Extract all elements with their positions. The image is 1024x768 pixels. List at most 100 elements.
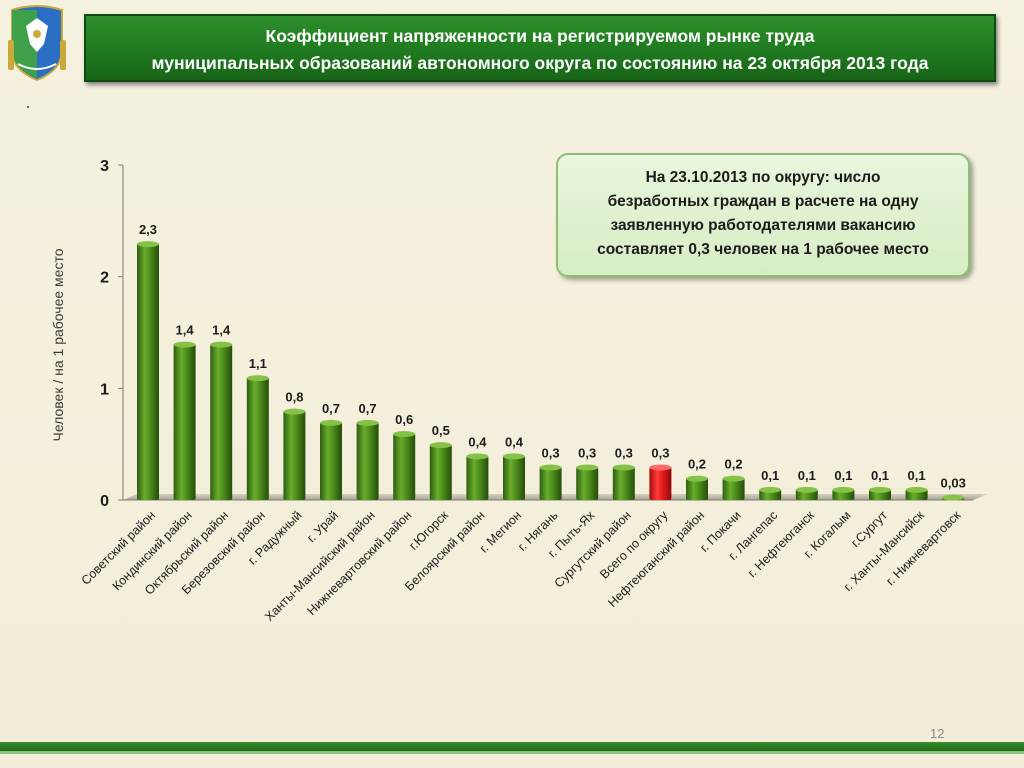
bar-body	[649, 466, 672, 500]
y-tick-label: 0	[100, 493, 109, 510]
bar-body	[686, 477, 708, 500]
value-label: 0,03	[941, 476, 966, 491]
bar-cap	[686, 475, 708, 482]
bar-cap	[649, 464, 672, 471]
bar	[576, 464, 599, 500]
value-label: 0,5	[432, 423, 450, 438]
callout-line-1: На 23.10.2013 по округу: число	[645, 169, 881, 186]
bar-cap	[356, 419, 379, 426]
value-label: 0,1	[871, 468, 889, 483]
bar-cap	[503, 453, 525, 460]
value-label: 0,6	[395, 412, 413, 427]
bar	[942, 494, 965, 501]
y-tick-label: 1	[100, 381, 109, 398]
value-label: 0,3	[651, 446, 669, 461]
value-label: 0,3	[578, 446, 596, 461]
value-label: 0,8	[285, 390, 303, 405]
bar	[649, 464, 672, 500]
value-label: 1,4	[212, 323, 231, 338]
callout-line-2: безработных граждан в расчете на одну	[607, 193, 919, 210]
bar	[539, 464, 562, 500]
bar-body	[576, 466, 599, 500]
bar-cap	[795, 486, 818, 493]
bar-body	[429, 444, 452, 500]
value-label: 0,3	[615, 446, 633, 461]
value-label: 0,1	[798, 468, 816, 483]
bar-cap	[722, 475, 745, 482]
bar-cap	[869, 486, 891, 493]
value-label: 0,2	[688, 457, 706, 472]
callout-line-4: составляет 0,3 человек на 1 рабочее мест…	[597, 241, 929, 258]
decorative-dot	[27, 106, 29, 108]
bar	[722, 475, 745, 500]
value-label: 0,4	[468, 434, 487, 449]
bar	[283, 408, 306, 500]
bar-cap	[320, 419, 342, 426]
bar-body	[356, 421, 379, 500]
bar-body	[137, 243, 159, 500]
bar	[246, 375, 269, 500]
bar-cap	[466, 453, 489, 460]
y-axis-label: Человек / на 1 рабочее место	[50, 248, 66, 441]
y-tick-label: 3	[100, 158, 109, 175]
bar-cap	[429, 442, 452, 449]
value-label: 1,1	[249, 356, 267, 371]
bar-body	[466, 455, 489, 500]
bar-body	[283, 410, 306, 500]
title-line-1: Коэффициент напряженности на регистрируе…	[265, 26, 815, 46]
y-tick-label: 2	[100, 270, 109, 287]
bar-body	[722, 477, 745, 500]
bar-body	[539, 466, 562, 500]
bar	[466, 453, 489, 500]
bar-body	[246, 377, 269, 500]
bar	[869, 486, 891, 500]
bar-cap	[832, 486, 855, 493]
bar-cap	[283, 408, 306, 415]
bar-cap	[210, 341, 233, 348]
bar-cap	[539, 464, 562, 471]
bar-body	[210, 343, 233, 500]
bar-cap	[137, 241, 159, 248]
value-label: 0,1	[908, 468, 926, 483]
value-label: 1,4	[176, 323, 195, 338]
value-label: 0,1	[761, 468, 779, 483]
title-banner: Коэффициент напряженности на регистрируе…	[84, 14, 996, 82]
bar-cap	[759, 486, 782, 493]
bar-body	[320, 421, 342, 500]
summary-callout: На 23.10.2013 по округу: число безработн…	[556, 153, 970, 277]
bar	[210, 341, 233, 500]
title-line-2: муниципальных образований автономного ок…	[151, 53, 929, 73]
bar-body	[173, 343, 196, 500]
bar-cap	[393, 431, 416, 437]
value-label: 0,3	[542, 446, 560, 461]
footer-bar	[0, 742, 1024, 754]
bar	[503, 453, 525, 500]
value-label: 2,3	[139, 222, 157, 237]
value-label: 0,7	[322, 401, 340, 416]
bar	[137, 241, 159, 500]
bar-body	[393, 433, 416, 500]
bar	[356, 419, 379, 500]
value-label: 0,7	[359, 401, 377, 416]
chart-bars	[137, 241, 965, 501]
callout-line-3: заявленную работодателями вакансию	[610, 217, 916, 234]
bar-body	[612, 466, 635, 500]
bar	[905, 486, 928, 500]
bar-cap	[173, 341, 196, 348]
bar-body	[503, 455, 525, 500]
bar-cap	[905, 486, 928, 493]
bar	[393, 431, 416, 500]
value-label: 0,2	[725, 457, 743, 472]
bar	[832, 486, 855, 500]
value-label: 0,4	[505, 434, 524, 449]
bar-cap	[576, 464, 599, 471]
bar	[686, 475, 708, 500]
bar-cap	[246, 375, 269, 382]
bar	[612, 464, 635, 500]
bar	[795, 486, 818, 500]
page-number: 12	[930, 726, 945, 741]
bar	[173, 341, 196, 500]
bar	[429, 442, 452, 500]
coat-of-arms-icon	[8, 5, 66, 82]
